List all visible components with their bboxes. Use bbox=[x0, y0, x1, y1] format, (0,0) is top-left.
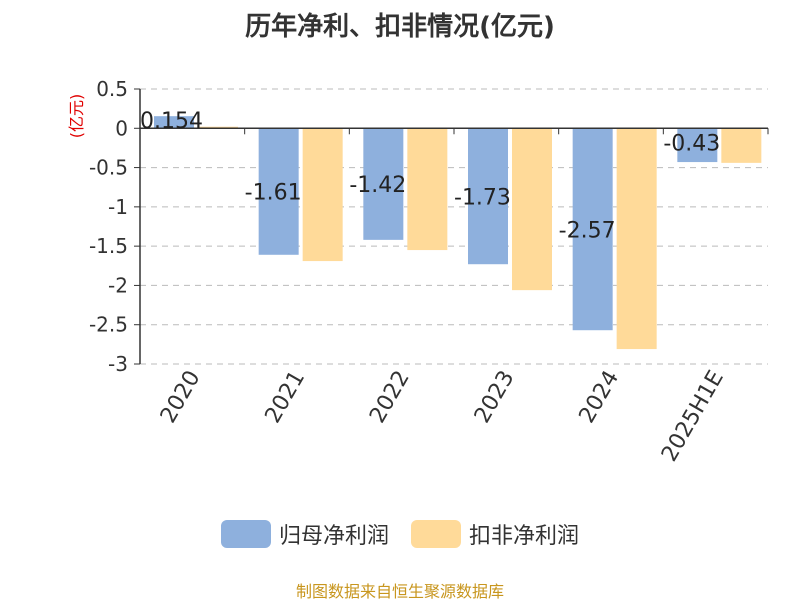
legend-label-deducted-net-profit: 扣非净利润 bbox=[469, 524, 580, 549]
legend-swatch-parent-net-profit bbox=[220, 520, 271, 548]
bar-deducted-net-profit-2025H1E bbox=[721, 128, 762, 163]
bar-deducted-net-profit-2022 bbox=[407, 128, 448, 251]
bar-parent-net-profit-2022 bbox=[363, 128, 404, 240]
y-tick-label: -0.5 bbox=[89, 156, 128, 180]
bar-parent-net-profit-2021 bbox=[258, 128, 299, 255]
data-label: -1.42 bbox=[349, 173, 406, 198]
bar-parent-net-profit-2020 bbox=[154, 116, 194, 129]
y-axis-title: (亿元) bbox=[67, 94, 86, 139]
bar-parent-net-profit-2025H1E bbox=[677, 128, 718, 163]
x-tick-label: 2023 bbox=[470, 367, 520, 428]
bar-deducted-net-profit-2021 bbox=[302, 128, 343, 262]
y-tick-label: 0 bbox=[115, 116, 128, 140]
chart-title: 历年净利、扣非情况(亿元) bbox=[245, 12, 555, 42]
y-tick-label: -2.5 bbox=[89, 313, 128, 337]
legend-swatch-deducted-net-profit bbox=[411, 520, 461, 548]
y-tick-label: -2 bbox=[108, 273, 128, 297]
x-tick-label: 2024 bbox=[575, 367, 625, 428]
x-tick-label: 2020 bbox=[156, 367, 206, 428]
x-tick-label: 2021 bbox=[261, 367, 311, 428]
bar-parent-net-profit-2023 bbox=[468, 128, 508, 265]
legend-item-deducted-net-profit[interactable]: 扣非净利润 bbox=[411, 518, 579, 550]
data-label: -2.57 bbox=[559, 218, 616, 243]
data-label: -0.43 bbox=[663, 131, 720, 156]
bar-deducted-net-profit-2020 bbox=[198, 126, 238, 129]
y-tick-label: 0.5 bbox=[96, 77, 128, 101]
y-tick-label: -3 bbox=[108, 352, 128, 376]
data-label: -1.73 bbox=[454, 185, 511, 210]
data-label: 0.154 bbox=[140, 109, 203, 134]
legend-label-parent-net-profit: 归母净利润 bbox=[278, 524, 389, 549]
data-label: -1.61 bbox=[245, 181, 302, 206]
bar-deducted-net-profit-2023 bbox=[512, 128, 552, 291]
x-tick-label: 2022 bbox=[365, 367, 415, 428]
y-tick-label: -1 bbox=[108, 195, 128, 219]
legend: 归母净利润 扣非净利润 bbox=[0, 518, 800, 550]
y-tick-label: -1.5 bbox=[89, 234, 128, 258]
data-source-note: 制图数据来自恒生聚源数据库 bbox=[295, 582, 504, 601]
legend-item-parent-net-profit[interactable]: 归母净利润 bbox=[220, 518, 389, 550]
x-tick-label: 2025H1E bbox=[657, 367, 729, 466]
bar-deducted-net-profit-2024 bbox=[616, 128, 657, 350]
bar-parent-net-profit-2024 bbox=[572, 128, 613, 331]
